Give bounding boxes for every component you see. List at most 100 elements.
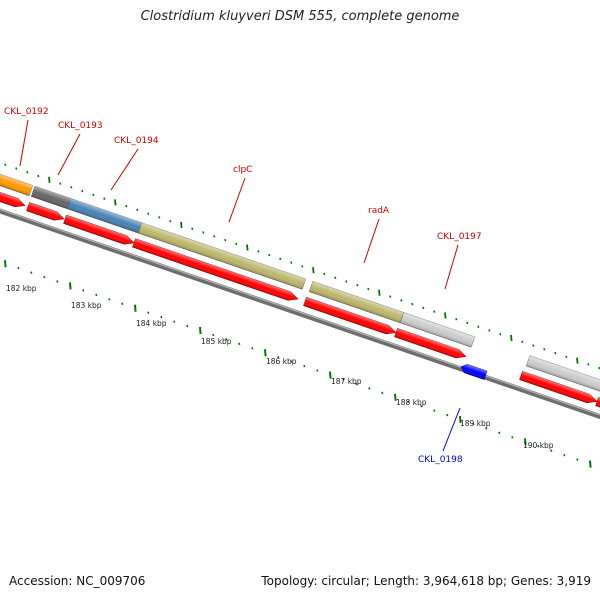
backbone-highlight [0,208,600,416]
scale-tick [589,460,592,468]
outer-tick [477,325,480,328]
scale-tick [17,266,20,270]
scale-tick [537,445,540,448]
scale-tick [4,260,7,268]
outer-tick [180,221,183,229]
feature-bar-next [525,355,600,393]
outer-tick [213,235,216,238]
outer-tick [499,333,502,336]
outer-tick [301,265,304,268]
scale-tick [69,282,72,290]
gene-label: CKL_0198 [418,455,463,465]
outer-tick [26,171,29,174]
feature-bar-orange [0,172,34,197]
cds-arrow-ckl0192 [0,190,26,208]
scale-tick [355,382,358,386]
outer-tick [114,199,117,206]
kbp-label: 189 kbp [460,419,491,428]
outer-tick [4,163,7,166]
outer-tick [466,321,469,325]
map-title: Clostridium kluyveri DSM 555, complete g… [140,9,460,24]
gene-label: CKL_0194 [114,136,159,146]
outer-tick [15,167,18,170]
gene-callout-line [228,177,246,223]
gene-callout-line [57,133,81,176]
feature-bar-ckl0194 [66,198,143,234]
gene-label: clpC [233,165,252,175]
cds-arrow-next [519,370,598,404]
cds-arrow-ckl0193 [26,202,65,221]
scale-tick [420,404,423,408]
outer-tick [587,363,590,366]
gene-label: CKL_0193 [58,121,103,131]
scale-tick [498,431,501,435]
gene-label: radA [368,206,390,216]
outer-tick [510,334,513,342]
scale-tick [251,347,254,350]
outer-tick [147,212,150,215]
outer-tick [268,253,271,257]
outer-tick [312,267,315,274]
outer-tick [455,317,458,321]
gene-label: CKL_0197 [437,232,482,242]
scale-tick [524,438,527,446]
outer-tick [48,176,51,183]
feature-bar-clpc [137,222,307,290]
outer-tick [565,355,568,359]
outer-tick [103,197,106,200]
gene-callout-line [19,119,29,167]
kbp-label: 185 kbp [201,337,232,346]
scale-tick [147,311,150,314]
feature-bar-ckl0197 [399,312,476,348]
scale-tick [459,415,462,424]
outer-tick [158,216,161,219]
scale-tick [290,360,293,363]
scale-tick [82,289,85,292]
outer-tick [521,340,524,344]
scale-tick [329,371,332,379]
scale-tick [264,349,267,357]
scale-tick [277,355,280,359]
outer-tick [356,284,359,287]
outer-tick [444,312,447,319]
outer-tick [92,193,95,197]
scale-tick [95,293,98,297]
outer-tick [279,257,282,261]
scale-tick [381,391,384,395]
outer-tick [70,186,73,189]
scale-tick [173,320,176,323]
scale-tick [472,422,475,426]
outer-tick [411,302,414,306]
gene-callout-line [110,148,139,191]
scale-tick [576,458,579,461]
outer-tick [367,287,370,291]
scale-tick [407,400,410,403]
kbp-label: 183 kbp [71,301,102,310]
scale-tick [225,338,228,341]
kbp-label: 184 kbp [136,319,167,328]
scale-tick [485,427,488,430]
scale-tick [56,280,59,283]
outer-tick [400,299,403,302]
outer-tick [81,189,84,193]
scale-tick [394,393,397,401]
outer-tick [125,204,128,208]
scale-tick [212,333,215,337]
scale-tick [43,275,46,279]
scale-tick [134,304,137,312]
outer-tick [136,208,139,212]
kbp-label: 187 kbp [331,377,362,386]
scale-tick [303,364,306,368]
scale-tick [160,315,163,319]
kbp-label: 182 kbp [6,284,37,293]
outer-tick [433,310,436,313]
outer-tick [488,329,491,332]
gene-callout-line [363,218,380,264]
outer-tick [543,348,546,351]
outer-tick [554,351,557,355]
scale-tick [238,342,241,346]
outer-tick [323,272,326,276]
scale-tick [199,326,202,335]
outer-tick [235,242,238,246]
